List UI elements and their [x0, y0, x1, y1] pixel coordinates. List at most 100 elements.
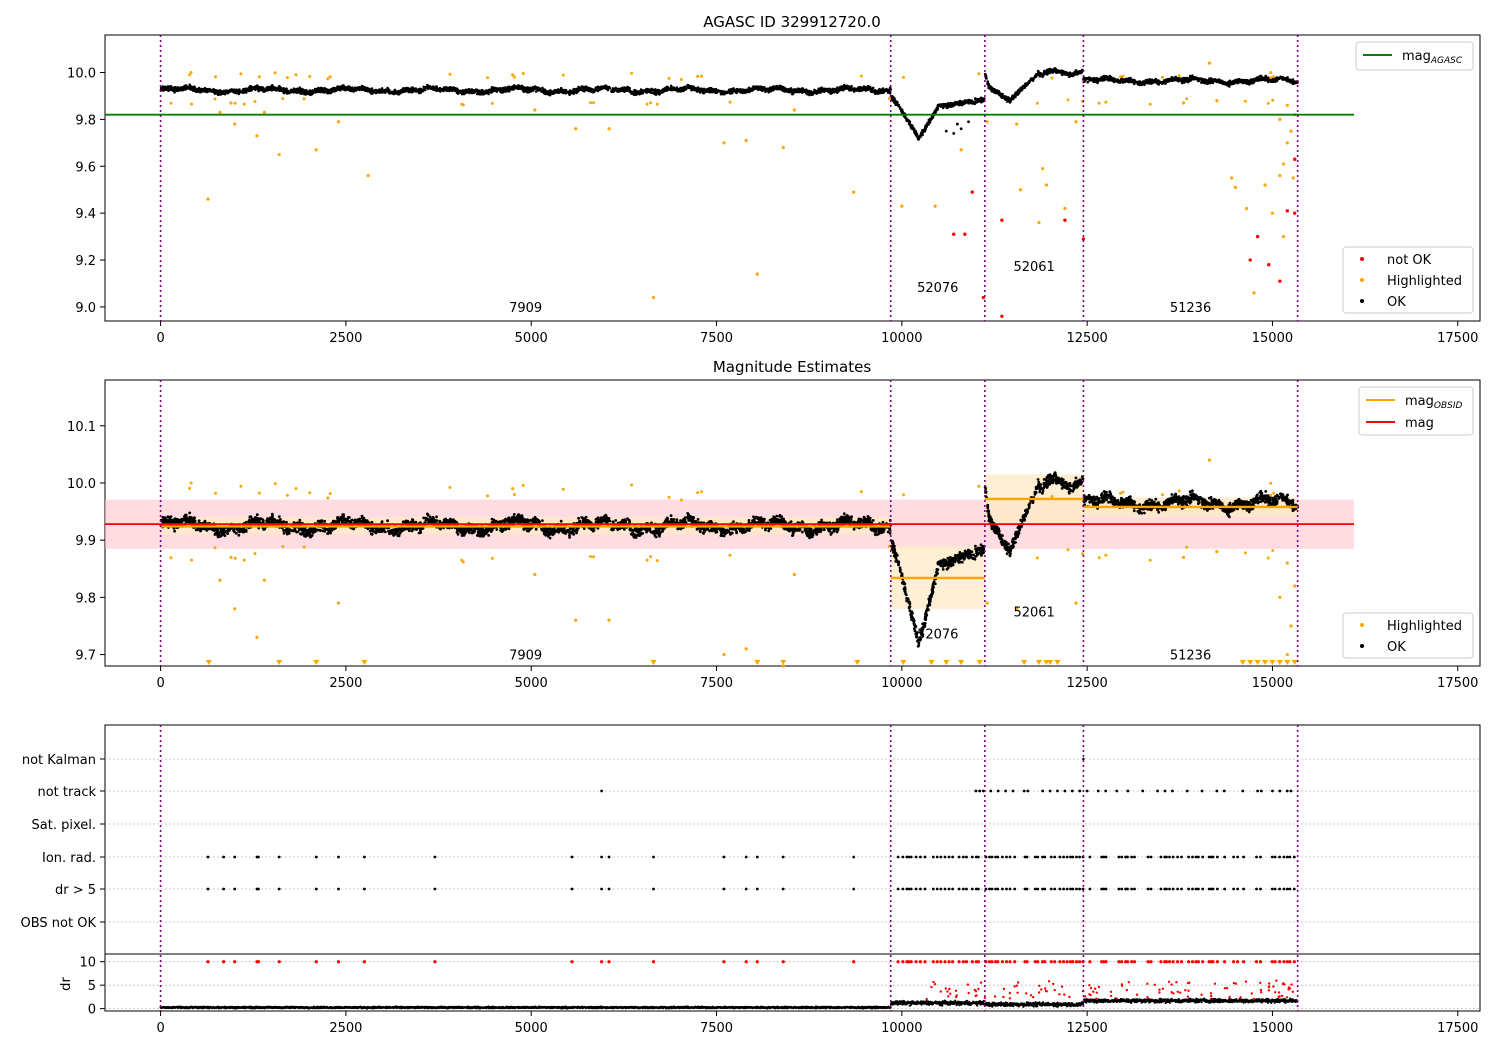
ok-point	[1213, 79, 1217, 82]
ok-point	[424, 85, 428, 89]
ok-point	[383, 90, 386, 94]
ok-point	[387, 91, 390, 94]
ok-point	[399, 90, 402, 94]
ok-point	[805, 88, 808, 92]
highlighted-point	[1270, 211, 1275, 215]
ok-point	[988, 85, 992, 88]
ok-point	[814, 91, 818, 95]
highlighted-point	[490, 101, 494, 105]
ok-point	[923, 129, 926, 132]
ok-point	[941, 104, 944, 107]
ok-point	[313, 89, 317, 92]
highlighted-point	[242, 102, 246, 106]
ok-point	[1132, 78, 1136, 82]
ok-point	[384, 88, 388, 92]
highlighted-point	[607, 127, 611, 131]
highlighted-point	[574, 127, 578, 131]
ok-point	[629, 89, 632, 93]
y-tick-label: 9.4	[75, 207, 96, 222]
ok-point	[1198, 79, 1201, 82]
ok-point	[1164, 82, 1167, 85]
ok-point	[898, 107, 902, 110]
ok-point	[817, 89, 820, 93]
y-tick-label: 9.0	[75, 301, 96, 316]
y-tick-label: 9.2	[75, 254, 96, 269]
ok-point	[916, 136, 919, 139]
ok-point	[329, 91, 332, 95]
ok-point	[1098, 78, 1102, 82]
ok-point	[645, 88, 649, 92]
ok-point	[994, 89, 998, 93]
ok-point	[191, 89, 195, 92]
ok-point	[799, 89, 802, 92]
ok-point	[959, 127, 963, 131]
ok-point	[568, 93, 571, 97]
ok-point	[1048, 68, 1051, 72]
ok-point	[967, 101, 970, 105]
ok-point	[976, 100, 979, 104]
panel1-axes: 9.09.29.49.69.810.00 2500 5000 7500 10000 125…	[67, 34, 1481, 346]
ok-point	[351, 86, 354, 89]
highlighted-point	[1015, 122, 1019, 126]
y-tick-label: 9.8	[75, 113, 96, 128]
ok-point	[1221, 80, 1224, 84]
ok-point	[262, 86, 265, 90]
highlighted-point	[366, 174, 370, 178]
ok-point	[662, 87, 665, 91]
ok-point	[862, 86, 866, 89]
ok-point	[638, 91, 642, 95]
highlighted-point	[985, 120, 989, 124]
ok-point	[347, 88, 351, 91]
not-ok-point	[970, 190, 974, 194]
ok-point	[249, 86, 253, 90]
ok-point	[228, 90, 232, 93]
ok-point	[1056, 70, 1059, 73]
highlighted-point	[781, 145, 785, 150]
highlighted-point	[1289, 129, 1293, 133]
highlighted-point	[1050, 76, 1054, 80]
ok-point	[625, 89, 628, 92]
highlighted-point	[1269, 71, 1273, 75]
ok-point	[892, 98, 895, 101]
ok-point	[1118, 80, 1121, 83]
ok-point	[1051, 71, 1054, 74]
ok-point	[1094, 79, 1097, 83]
ok-point	[1150, 78, 1154, 81]
ok-point	[466, 89, 470, 93]
ok-point	[165, 88, 168, 91]
ok-point	[481, 90, 484, 94]
legend-marker	[1360, 278, 1364, 282]
legend-label: not OK	[1387, 253, 1432, 268]
highlighted-point	[651, 295, 656, 300]
not-ok-point	[1248, 258, 1252, 262]
ok-point	[998, 92, 1001, 96]
ok-point	[747, 86, 751, 90]
y-tick-label: 10.0	[67, 67, 96, 82]
ok-point	[597, 87, 600, 90]
y-tick-label: 9.8	[75, 591, 96, 606]
ok-point	[874, 89, 877, 92]
ok-point	[1253, 77, 1256, 81]
ok-point	[310, 89, 314, 93]
highlighted-point	[1281, 235, 1286, 239]
ok-point	[299, 89, 303, 93]
obs-label: 52076	[917, 281, 958, 296]
panel-magnitude-estimates: Magnitude Estimates 9.79.89.910.010.10 25…	[67, 358, 1481, 691]
highlighted-point	[281, 97, 285, 101]
ok-point	[303, 89, 306, 92]
highlighted-point	[169, 101, 173, 105]
ok-point	[969, 100, 973, 104]
ok-point	[252, 86, 255, 89]
highlighted-point	[649, 101, 653, 105]
highlighted-point	[1244, 206, 1249, 211]
ok-point	[840, 88, 844, 91]
highlighted-point	[744, 138, 748, 143]
highlighted-point	[1252, 291, 1256, 295]
highlighted-point	[1121, 74, 1125, 78]
ok-point	[607, 85, 611, 89]
ok-point	[801, 91, 804, 94]
ok-point	[687, 86, 690, 90]
ok-point	[1043, 72, 1046, 76]
ok-point	[207, 90, 211, 93]
ok-point	[1037, 72, 1040, 75]
